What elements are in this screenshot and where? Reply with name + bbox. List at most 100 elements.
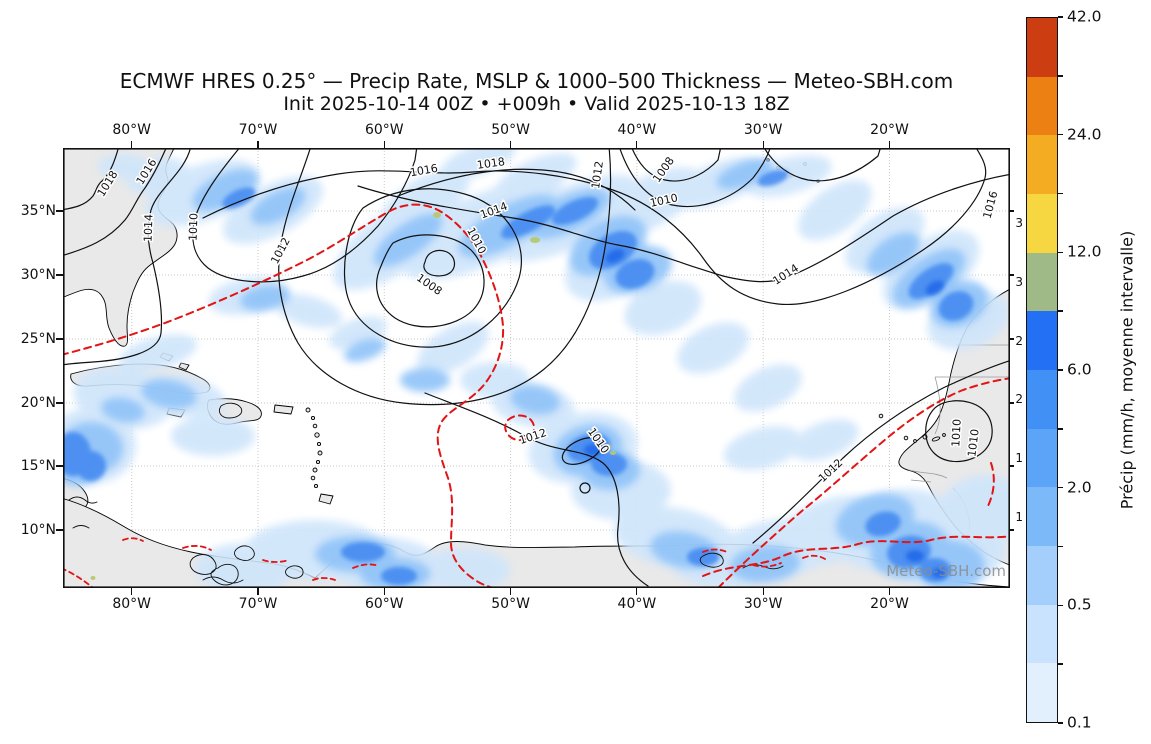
lon-tick-label-bottom: 80°W: [112, 596, 152, 612]
isobar-1012-wave: [424, 392, 649, 587]
colorbar-tickmark: [1058, 369, 1063, 371]
precip-cell: [551, 197, 599, 225]
watermark: Meteo-SBH.com: [886, 562, 1006, 580]
colorbar-segment: [1027, 428, 1057, 488]
precip-cell: [420, 548, 510, 588]
precip-cell: [222, 187, 256, 209]
colorbar-title: Précip (mm/h, moyenne intervalle): [1117, 230, 1137, 510]
lon-tick-label-top: 30°W: [743, 122, 783, 138]
colorbar-tickmark: [1058, 722, 1063, 724]
colorbar-minor-label: 1: [1015, 451, 1023, 466]
precip-cell: [757, 169, 789, 187]
colorbar-tick-label: 0.5: [1067, 595, 1092, 614]
lon-tickmark: [636, 588, 638, 595]
lon-tick-label-bottom: 70°W: [238, 596, 278, 612]
colorbar-tickmark: [1058, 251, 1063, 254]
lat-tick-label: 35°N: [20, 203, 56, 219]
precip-cell: [493, 152, 577, 204]
precip-cell: [250, 187, 306, 225]
land-puerto-rico: [273, 404, 294, 415]
colorbar-segment: [1027, 546, 1057, 605]
isobar-1010-trough: [619, 148, 771, 208]
isobar-1018-ridge: [397, 168, 636, 211]
lon-tick-label-bottom: 20°W: [870, 596, 909, 612]
chart-title: ECMWF HRES 0.25° — Precip Rate, MSLP & 1…: [119, 69, 954, 93]
isobar-1014-long: [357, 173, 1010, 283]
lon-tickmark: [383, 588, 385, 595]
lon-tickmark: [257, 588, 259, 595]
isobar-1010-small-low: [561, 437, 603, 465]
isobar-1012-africa: [752, 360, 1010, 544]
isobar-1008-inner: [423, 249, 456, 277]
mslp-contours: [63, 148, 1010, 587]
lat-tickmark: [1010, 402, 1014, 404]
isobar-1016-west: [63, 148, 167, 257]
lon-tickmark: [888, 588, 891, 595]
colorbar-segment: [1027, 663, 1057, 723]
precip-cell: [791, 419, 859, 461]
lat-tickmark: [1010, 210, 1014, 212]
precip-cell: [925, 280, 945, 296]
precip-cell: [530, 237, 540, 243]
precip-cell: [344, 337, 386, 363]
colorbar-minor-label: 2: [1015, 333, 1023, 348]
isobar-label-1010: 1010: [949, 419, 963, 448]
chart-subtitle: Init 2025-10-14 00Z • +009h • Valid 2025…: [283, 93, 790, 115]
colorbar-tick-label: 42.0: [1067, 7, 1102, 26]
lat-tick-label: 15°N: [20, 458, 56, 474]
lon-tickmark: [636, 141, 638, 148]
thickness-africa-inland: [987, 462, 995, 507]
precip-cell: [240, 285, 290, 311]
lat-tick-label: 30°N: [20, 267, 56, 283]
colorbar-segment: [1027, 135, 1057, 195]
precip-cell: [76, 451, 106, 481]
lon-tickmark: [762, 588, 764, 595]
precip-cell: [908, 263, 954, 299]
lon-tick-label-top: 70°W: [238, 122, 278, 138]
precip-cell: [589, 231, 637, 269]
isobar-1012-u: [278, 148, 612, 406]
precip-cell: [605, 249, 625, 263]
lon-tickmark: [131, 588, 133, 595]
isobar-1016-ridge: [202, 148, 987, 306]
precip-cell: [865, 511, 901, 537]
thickness-main-west: [63, 203, 505, 588]
precip-cell: [171, 416, 255, 456]
colorbar-segment: [1027, 604, 1057, 664]
isobar-1010-ring: [343, 188, 522, 348]
precip-cell: [373, 213, 443, 267]
colorbar-tick-label: 12.0: [1067, 242, 1102, 261]
lat-tickmark: [1010, 529, 1014, 531]
colorbar-tickmark: [1058, 75, 1063, 77]
precip-cell: [380, 168, 470, 232]
colorbar-tickmark: [1058, 428, 1063, 430]
lon-tickmark: [131, 141, 133, 148]
lat-tickmark: [56, 529, 63, 531]
precip-cell: [416, 321, 490, 375]
precip-moderate: [63, 158, 988, 588]
thickness-itcz: [702, 535, 1010, 577]
isobar-label-1018: 1018: [476, 155, 506, 172]
precip-cell: [724, 426, 802, 470]
colorbar-segment: [1027, 252, 1057, 312]
land-lesser-antilles: [305, 407, 334, 505]
colorbar-tickmark: [1058, 16, 1063, 18]
colorbar-minor-label: 3: [1015, 215, 1023, 230]
isobar-1018-west: [63, 148, 120, 211]
colorbar-segment: [1027, 194, 1057, 253]
precip-cell: [906, 550, 924, 562]
colorbar-tickmark: [1058, 133, 1063, 136]
precip-cell: [119, 334, 197, 372]
colorbar-tickmark: [1058, 545, 1063, 548]
lat-tick-label: 25°N: [20, 331, 56, 347]
colorbar-tickmark: [1058, 663, 1063, 665]
precip-cell: [141, 379, 197, 409]
precip-intense: [584, 249, 946, 578]
colorbar-tickmark: [1058, 486, 1063, 489]
precip-cell: [273, 293, 343, 329]
precip-cell: [798, 179, 872, 241]
colorbar-minor-label: 1: [1015, 510, 1023, 525]
lat-tick-label: 10°N: [20, 522, 56, 538]
